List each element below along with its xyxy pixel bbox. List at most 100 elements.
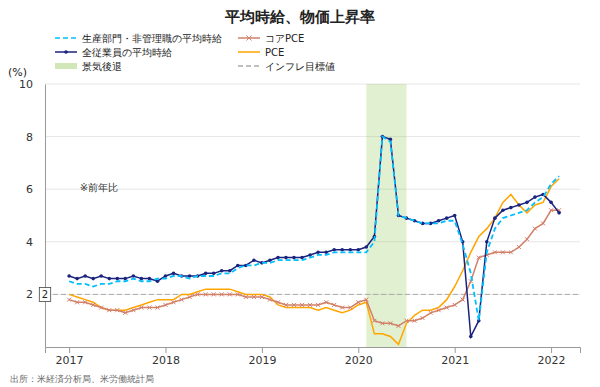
- marker: [469, 335, 473, 339]
- tick: 2017: [56, 347, 84, 367]
- y-axis: 246810: [19, 78, 46, 347]
- marker: [348, 306, 352, 310]
- marker: [549, 201, 553, 205]
- marker: [308, 303, 312, 307]
- marker: [107, 277, 111, 281]
- marker: [453, 214, 457, 218]
- marker: [123, 311, 127, 315]
- marker: [437, 219, 441, 223]
- series: [67, 135, 561, 338]
- legend: 生産部門・非管理職の平均時給全従業員の平均時給景気後退コアPCEPCEインフレ目…: [55, 33, 335, 72]
- marker: [220, 269, 224, 273]
- marker: [123, 277, 127, 281]
- marker: [284, 303, 288, 307]
- marker: [140, 277, 144, 281]
- marker: [228, 269, 232, 273]
- marker: [533, 227, 537, 231]
- tick: 10: [19, 78, 45, 91]
- marker: [99, 306, 103, 310]
- marker: [372, 319, 376, 323]
- legend-label: 生産部門・非管理職の平均時給: [82, 33, 222, 44]
- marker: [517, 245, 521, 249]
- grid-line: [45, 294, 580, 295]
- legend-label: インフレ目標値: [265, 61, 335, 72]
- marker: [364, 245, 368, 249]
- marker: [421, 316, 425, 320]
- marker: [356, 300, 360, 304]
- marker: [268, 298, 272, 302]
- marker: [364, 298, 368, 302]
- marker: [148, 277, 152, 281]
- tick-label: 2018: [152, 354, 180, 367]
- marker: [429, 311, 433, 315]
- marker: [437, 308, 441, 312]
- marker: [276, 256, 280, 260]
- marker: [236, 264, 240, 268]
- marker: [541, 221, 545, 225]
- marker: [284, 256, 288, 260]
- marker: [132, 274, 136, 278]
- marker: [300, 303, 304, 307]
- tick-mark: [551, 347, 552, 353]
- marker: [300, 256, 304, 260]
- marker: [236, 292, 240, 296]
- marker: [324, 251, 328, 255]
- legend-item: コアPCE: [238, 33, 304, 44]
- marker: [509, 206, 513, 210]
- grid-line: [45, 189, 580, 190]
- marker: [316, 251, 320, 255]
- marker: [501, 250, 505, 254]
- marker: [533, 195, 537, 199]
- marker: [557, 211, 561, 215]
- tick-label: 8: [26, 131, 33, 144]
- marker: [276, 300, 280, 304]
- marker: [115, 308, 119, 312]
- marker: [188, 295, 192, 299]
- marker: [212, 292, 216, 296]
- marker: [316, 303, 320, 307]
- marker: [212, 272, 216, 276]
- tick-label: 2019: [248, 354, 276, 367]
- marker: [83, 300, 87, 304]
- legend-item: 全従業員の平均時給: [55, 47, 172, 58]
- marker: [525, 237, 529, 241]
- marker: [445, 306, 449, 310]
- marker: [171, 300, 175, 304]
- legend-swatch: [55, 63, 77, 69]
- legend-swatch: [55, 37, 77, 39]
- marker: [517, 203, 521, 207]
- series: [67, 208, 561, 328]
- note: ※前年比: [80, 182, 118, 193]
- tick-mark: [358, 347, 359, 353]
- axis-title: (%): [8, 66, 27, 79]
- tick-label: 2022: [538, 354, 566, 367]
- marker: [107, 308, 111, 312]
- marker: [155, 306, 159, 310]
- series-line: [69, 137, 559, 337]
- marker: [139, 306, 143, 310]
- tick: 2022: [538, 347, 566, 367]
- marker: [75, 277, 79, 281]
- marker: [260, 295, 264, 299]
- marker: [525, 201, 529, 205]
- marker: [164, 274, 168, 278]
- marker: [461, 298, 465, 302]
- marker: [356, 248, 360, 252]
- title: 平均時給、物価上昇率: [224, 8, 375, 26]
- marker: [332, 248, 336, 252]
- tick-mark: [262, 347, 263, 353]
- marker: [244, 295, 248, 299]
- tick-label: 2021: [441, 354, 469, 367]
- marker: [549, 208, 553, 212]
- reference-line: [45, 294, 580, 295]
- marker: [292, 256, 296, 260]
- marker: [220, 292, 224, 296]
- legend-item: 生産部門・非管理職の平均時給: [55, 33, 222, 44]
- marker: [172, 272, 176, 276]
- marker: [83, 274, 87, 278]
- tick-label: 2: [26, 288, 33, 301]
- legend-label: PCE: [265, 47, 284, 58]
- marker: [180, 298, 184, 302]
- axis-line: [46, 348, 581, 354]
- grid-line: [45, 136, 580, 137]
